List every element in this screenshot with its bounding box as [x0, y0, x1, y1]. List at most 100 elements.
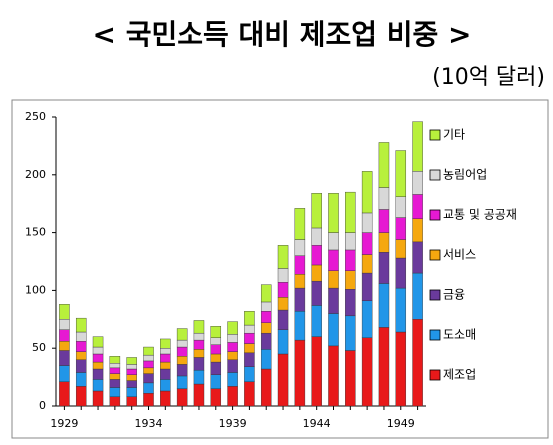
bar-segment — [345, 350, 356, 407]
legend-swatch — [429, 129, 441, 141]
bar-segment — [160, 379, 171, 392]
legend-swatch — [429, 329, 441, 341]
bar-segment — [361, 212, 373, 233]
legend-label: 서비스 — [443, 248, 476, 262]
bar-segment — [227, 351, 238, 360]
bar-segment — [345, 191, 356, 233]
bar-segment — [193, 332, 205, 341]
bar-segment — [75, 331, 87, 342]
x-tick-label: 1949 — [387, 417, 415, 430]
bar-segment — [109, 367, 121, 374]
bar-segment — [395, 257, 407, 289]
bar-segment — [143, 360, 154, 369]
legend-label: 기타 — [443, 128, 465, 142]
bar-segment — [277, 353, 289, 407]
bar-segment — [160, 338, 171, 349]
bar-segment — [361, 254, 373, 274]
bar-segment — [210, 374, 222, 389]
bar-segment — [311, 336, 322, 407]
chart-title: < 국민소득 대비 제조업 비중 > — [92, 18, 471, 51]
bar-segment — [361, 337, 373, 407]
x-tick-label: 1934 — [135, 417, 163, 430]
bar-segment — [277, 309, 289, 330]
bar-segment — [126, 380, 137, 388]
bar-segment — [92, 361, 104, 370]
bar-segment — [244, 324, 255, 334]
legend-label: 농림어업 — [443, 168, 487, 182]
bar-segment — [260, 349, 272, 370]
legend-swatch — [429, 369, 441, 381]
bar-segment — [126, 364, 137, 370]
bar-segment — [193, 320, 205, 334]
bar-segment — [277, 245, 289, 269]
bar-segment — [311, 245, 322, 266]
bar-segment — [345, 270, 356, 290]
bar-segment — [277, 268, 289, 283]
bar-segment — [311, 305, 322, 337]
bar-segment — [378, 252, 390, 284]
bar-segment — [244, 332, 255, 344]
bar-segment — [328, 287, 339, 314]
bar-segment — [395, 150, 407, 197]
bar-segment — [311, 193, 322, 229]
legend-swatch — [429, 169, 441, 181]
bar-segment — [260, 322, 272, 334]
bar-segment — [412, 218, 423, 243]
chart-frame — [11, 99, 549, 439]
bar-segment — [294, 311, 306, 341]
bar-segment — [143, 382, 154, 394]
bar-segment — [92, 346, 104, 355]
bar-segment — [412, 241, 423, 274]
bar-segment — [361, 300, 373, 338]
bar-segment — [176, 356, 188, 365]
bar-segment — [92, 379, 104, 392]
y-tick-label: 250 — [25, 110, 46, 123]
bar-segment — [75, 372, 87, 387]
bar-segment — [227, 359, 238, 373]
bar-segment — [75, 351, 87, 360]
bar-segment — [59, 329, 70, 342]
bar-segment — [328, 345, 339, 407]
bar-segment — [59, 304, 70, 320]
bar-segment — [210, 361, 222, 375]
bar-segment — [143, 373, 154, 384]
bar-segment — [176, 364, 188, 377]
bar-segment — [294, 239, 306, 256]
bar-segment — [75, 341, 87, 352]
bar-segment — [210, 388, 222, 407]
bar-segment — [193, 357, 205, 371]
legend-swatch — [429, 289, 441, 301]
bar-segment — [294, 339, 306, 407]
x-tick-label: 1944 — [303, 417, 331, 430]
bar-segment — [193, 339, 205, 350]
legend-label: 금융 — [443, 288, 465, 302]
bar-segment — [311, 227, 322, 246]
bar-segment — [59, 365, 70, 382]
bar-segment — [210, 353, 222, 363]
y-tick-label: 200 — [25, 168, 46, 181]
legend-label: 교통 및 공공재 — [443, 208, 517, 222]
bar-segment — [395, 239, 407, 259]
bar-segment — [345, 315, 356, 351]
bar-segment — [160, 390, 171, 407]
bar-segment — [160, 353, 171, 363]
y-tick-label: 150 — [25, 226, 46, 239]
bar-segment — [277, 297, 289, 311]
bar-segment — [143, 346, 154, 356]
bar-segment — [294, 287, 306, 312]
bar-segment — [176, 328, 188, 341]
bar-segment — [176, 375, 188, 389]
bar-segment — [244, 352, 255, 367]
bar-segment — [59, 341, 70, 351]
bar-segment — [193, 369, 205, 385]
bar-segment — [345, 249, 356, 271]
bar-segment — [109, 363, 121, 369]
bar-segment — [345, 289, 356, 317]
bar-segment — [126, 368, 137, 375]
bar-segment — [210, 344, 222, 355]
bar-segment — [176, 339, 188, 348]
bar-segment — [244, 311, 255, 326]
bar-segment — [227, 342, 238, 352]
bar-segment — [361, 171, 373, 214]
